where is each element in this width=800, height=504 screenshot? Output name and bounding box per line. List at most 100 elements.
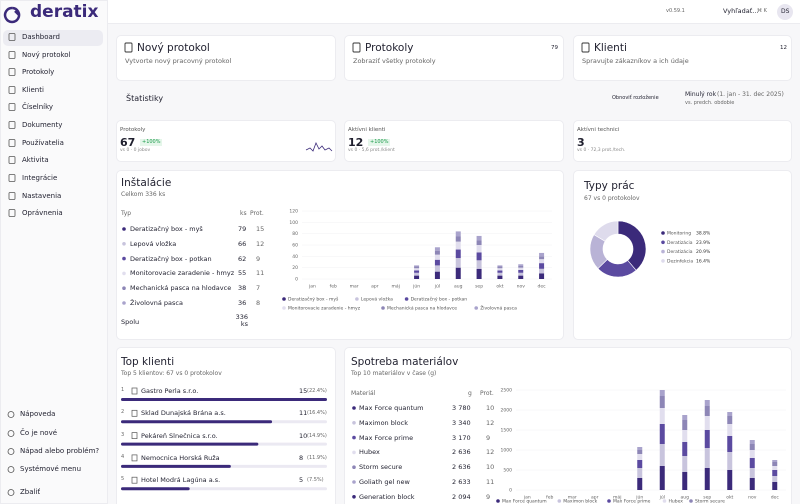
cell: 3 780	[452, 404, 471, 412]
total-label: Spolu	[121, 318, 140, 326]
nav-item[interactable]: Nápoveda	[20, 410, 56, 418]
card-subtitle: Spravujte zákazníkov a ich údaje	[582, 57, 689, 65]
cell: Deratizačný box - potkan	[130, 254, 212, 263]
nav-icon	[7, 430, 15, 437]
nav-item[interactable]: Číselníky	[22, 103, 54, 111]
nav-icon	[8, 156, 16, 164]
sidebar	[0, 0, 108, 504]
legend-swatch	[661, 240, 665, 245]
cell: 55	[238, 269, 247, 278]
section-title: Štatistiky	[126, 94, 164, 103]
bar-segment	[434, 250, 440, 255]
bar-segment	[727, 436, 733, 452]
bar-segment	[518, 265, 524, 268]
bar-segment	[539, 268, 545, 274]
nav-item[interactable]: Nápad alebo problém?	[20, 447, 100, 455]
bar-segment	[727, 470, 733, 490]
nav-item[interactable]: Používatelia	[22, 139, 64, 147]
card-title[interactable]: Nový protokol	[137, 42, 210, 54]
card-title[interactable]: Protokoly	[365, 42, 414, 54]
bar-segment	[682, 420, 688, 430]
rank: 4	[121, 453, 125, 460]
x-tick-label: jan	[523, 495, 531, 501]
legend-swatch	[474, 306, 479, 310]
nav-item[interactable]: Nový protokol	[22, 51, 71, 59]
card-title[interactable]: Klienti	[594, 42, 627, 54]
x-tick-label: dec	[538, 284, 547, 290]
nav-item[interactable]: Nastavenia	[22, 192, 62, 200]
y-tick-label: 80	[292, 231, 298, 237]
bar-segment	[749, 478, 755, 490]
bar-segment	[637, 450, 643, 454]
logo: deratix	[30, 2, 99, 22]
cell: 12	[256, 239, 265, 248]
nav-item[interactable]: Integrácie	[22, 174, 58, 182]
kpi-note: vs 0 · 0 jobov	[120, 148, 151, 153]
bar-segment	[772, 482, 778, 490]
bar-segment	[659, 424, 665, 444]
total-value: 336 ks	[235, 313, 248, 328]
bar-segment	[637, 447, 643, 450]
client-bar	[121, 442, 259, 446]
x-tick-label: jún	[635, 494, 643, 501]
panel	[344, 347, 792, 504]
bar-segment	[497, 265, 503, 267]
row-dot	[352, 480, 356, 484]
x-tick-label: okt	[726, 495, 733, 501]
panel-subtitle: Top 10 materiálov v čase (g)	[351, 370, 437, 377]
bar-segment	[772, 476, 778, 482]
panel	[116, 347, 336, 504]
nav-icon	[7, 448, 15, 455]
bar-segment	[434, 247, 440, 251]
kpi-value: 67	[120, 136, 136, 149]
cell: 12	[486, 448, 495, 457]
legend-label: Lepová vložka	[361, 296, 393, 303]
cell: Deratizačný box - myš	[130, 225, 203, 233]
nav-item[interactable]: Aktivita	[22, 156, 49, 164]
x-tick-label: dec	[771, 495, 780, 501]
cell: 11	[486, 478, 495, 486]
kpi-change: +100%	[368, 139, 391, 146]
client-icon	[131, 476, 138, 484]
nav-item[interactable]: Klienti	[22, 86, 44, 94]
bar-segment	[539, 263, 545, 269]
nav-item[interactable]: Systémové menu	[20, 465, 82, 473]
row-dot	[352, 435, 356, 440]
card[interactable]	[344, 35, 564, 81]
bar-segment	[434, 259, 440, 266]
column-header: g	[468, 390, 472, 397]
client-name: Hotel Modrá Lagúna a.s.	[141, 476, 221, 485]
bar-segment	[704, 448, 710, 468]
kpi-value: 3	[577, 136, 585, 149]
bar-segment	[772, 470, 778, 476]
x-tick-label: nov	[748, 496, 757, 501]
bar-segment	[414, 270, 420, 273]
cell: 2 636	[452, 463, 471, 472]
column-header: Materiál	[351, 390, 376, 397]
card[interactable]	[116, 35, 336, 81]
nav-item[interactable]: Dokumenty	[22, 121, 63, 129]
bar-segment	[476, 245, 482, 253]
y-tick-label: 2500	[501, 388, 513, 394]
nav-item[interactable]: Dashboard	[22, 33, 60, 41]
legend-label: Monitorovacie zaradenie - hmyz	[288, 306, 361, 312]
reset-button[interactable]: Obnoviť rozloženie	[612, 95, 659, 101]
bar-segment	[476, 252, 482, 261]
period[interactable]: Minulý rok	[685, 91, 717, 98]
bar-segment	[749, 444, 755, 450]
avatar[interactable]	[777, 4, 793, 20]
nav-item[interactable]: Čo je nové	[20, 429, 58, 437]
x-tick-label: júl	[659, 494, 665, 501]
cell: 12	[486, 418, 495, 427]
nav-icon	[8, 209, 16, 217]
bar-segment	[637, 468, 643, 478]
cell: 9	[486, 433, 491, 442]
search[interactable]: Vyhľadať...	[723, 7, 759, 15]
x-tick-label: sep	[475, 285, 483, 290]
card[interactable]	[573, 35, 792, 81]
legend-swatch	[496, 499, 500, 503]
nav-item[interactable]: Zbaliť	[20, 488, 41, 496]
nav-item[interactable]: Oprávnenia	[22, 209, 63, 217]
nav-item[interactable]: Protokoly	[22, 68, 55, 76]
